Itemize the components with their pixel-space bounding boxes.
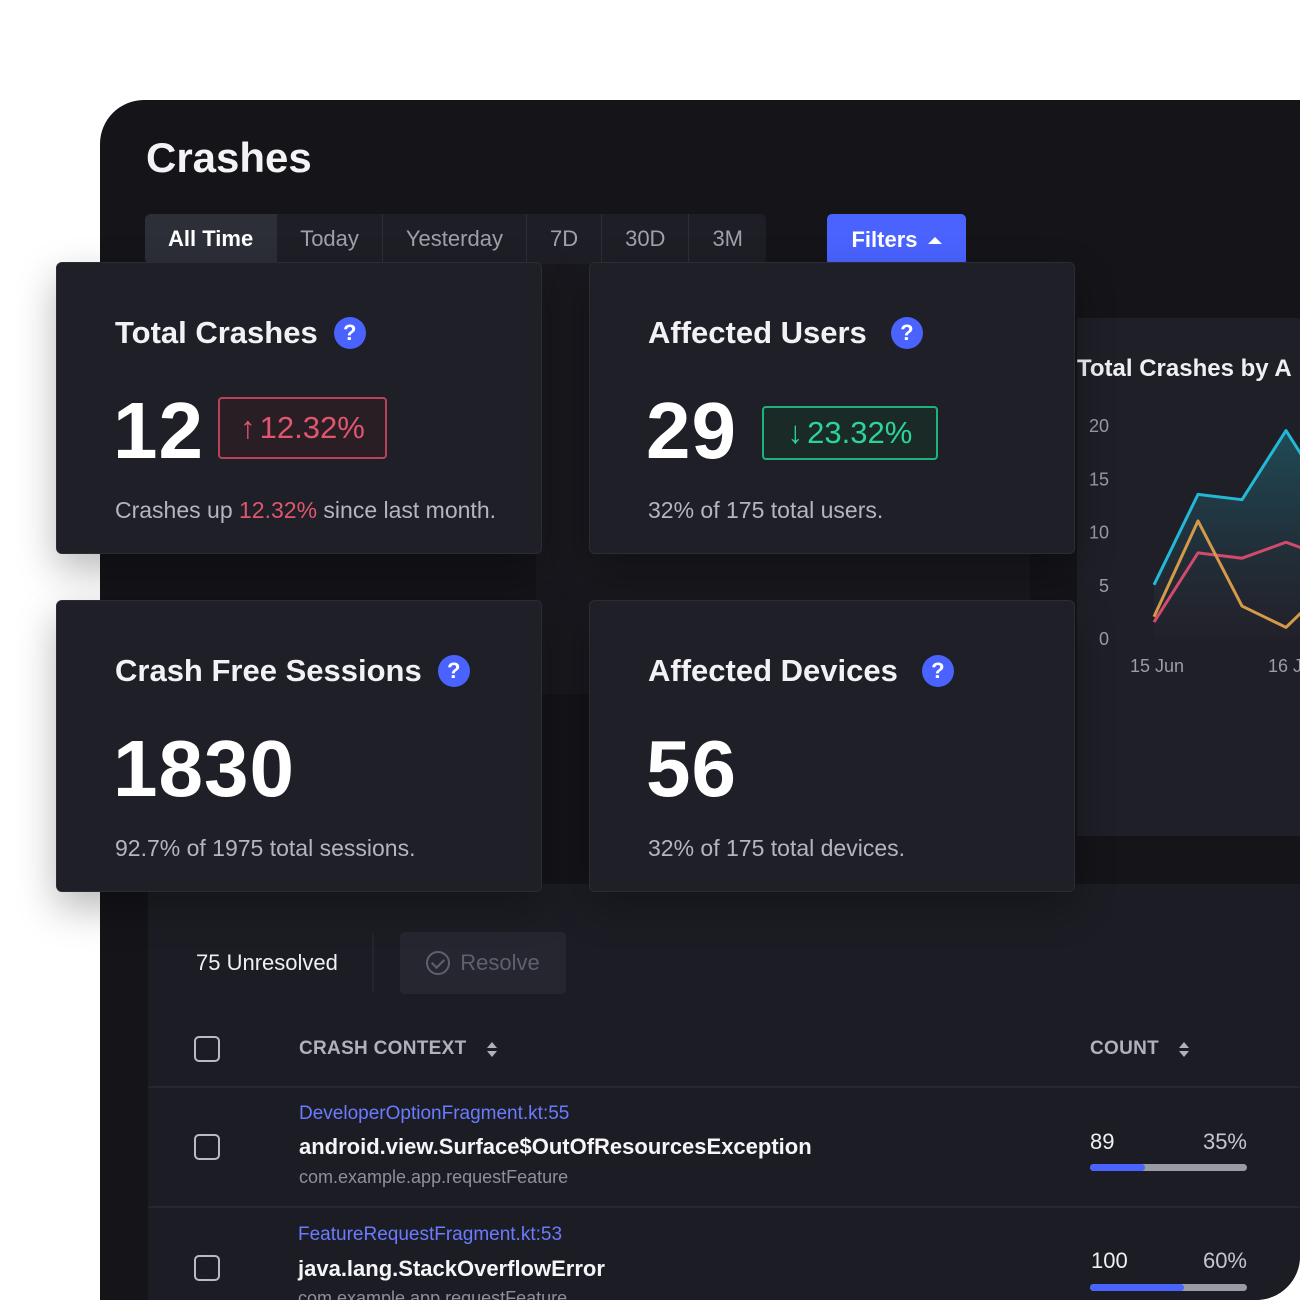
series-area bbox=[1154, 430, 1300, 638]
subtitle-highlight: 12.32% bbox=[239, 497, 318, 523]
row-package: com.example.app.requestFeature bbox=[298, 1288, 568, 1300]
card-title: Affected Users ? bbox=[648, 315, 923, 351]
card-title-label: Crash Free Sessions bbox=[115, 653, 422, 688]
help-icon[interactable]: ? bbox=[437, 655, 470, 687]
row-checkbox[interactable] bbox=[194, 1134, 220, 1160]
affected-devices-card: Affected Devices ? 56 32% of 175 total d… bbox=[589, 600, 1075, 892]
help-icon[interactable]: ? bbox=[890, 317, 923, 349]
subtitle-suffix: since last month. bbox=[317, 497, 496, 523]
affected-users-card: Affected Users ? 29 ↓ 23.32% 32% of 175 t… bbox=[589, 262, 1075, 554]
change-value: 12.32% bbox=[259, 410, 365, 445]
tab-all-time[interactable]: All Time bbox=[145, 214, 278, 264]
total-crashes-value: 12 bbox=[113, 386, 204, 475]
row-exception[interactable]: android.view.Surface$OutOfResourcesExcep… bbox=[299, 1134, 812, 1159]
card-title-label: Affected Users bbox=[648, 315, 867, 350]
card-title: Affected Devices ? bbox=[648, 653, 954, 689]
tab-30d[interactable]: 30D bbox=[602, 214, 690, 264]
card-subtitle: 32% of 175 total devices. bbox=[648, 835, 905, 861]
y-tick-label: 0 bbox=[1099, 629, 1109, 649]
row-package: com.example.app.requestFeature bbox=[299, 1167, 569, 1187]
change-badge-down: ↓ 23.32% bbox=[762, 406, 938, 460]
card-title-label: Total Crashes bbox=[115, 315, 318, 350]
row-count: 100 bbox=[1091, 1248, 1128, 1273]
row-progress-bar bbox=[1090, 1164, 1247, 1171]
tab-yesterday[interactable]: Yesterday bbox=[383, 214, 527, 264]
affected-users-value: 29 bbox=[646, 386, 737, 475]
chart-title: Total Crashes by A bbox=[1077, 355, 1292, 382]
row-exception[interactable]: java.lang.StackOverflowError bbox=[298, 1256, 605, 1281]
divider bbox=[372, 934, 374, 992]
subtitle-prefix: Crashes up bbox=[115, 497, 240, 523]
y-tick-label: 15 bbox=[1089, 469, 1109, 489]
row-progress-bar bbox=[1090, 1284, 1247, 1291]
series-line-1 bbox=[1152, 429, 1300, 586]
help-icon[interactable]: ? bbox=[333, 317, 366, 349]
card-title: Total Crashes ? bbox=[115, 315, 366, 351]
arrow-up-icon: ↑ bbox=[240, 410, 256, 445]
column-header-crash-context[interactable]: CRASH CONTEXT bbox=[299, 1038, 497, 1060]
row-progress-fill bbox=[1090, 1284, 1185, 1291]
card-title: Crash Free Sessions ? bbox=[115, 653, 470, 689]
unresolved-count: 75 Unresolved bbox=[196, 950, 338, 975]
column-header-label: CRASH CONTEXT bbox=[299, 1038, 467, 1059]
y-tick-label: 20 bbox=[1089, 416, 1109, 436]
column-header-label: COUNT bbox=[1090, 1038, 1160, 1059]
card-subtitle: 32% of 175 total users. bbox=[648, 497, 884, 523]
sort-icon bbox=[1179, 1041, 1190, 1057]
resolve-button[interactable]: Resolve bbox=[400, 932, 566, 994]
caret-up-icon bbox=[927, 236, 942, 244]
time-range-tabs: All Time Today Yesterday 7D 30D 3M bbox=[145, 214, 766, 264]
row-percent: 35% bbox=[1202, 1129, 1247, 1154]
row-divider bbox=[148, 1206, 1300, 1208]
help-icon[interactable]: ? bbox=[921, 655, 954, 687]
row-progress-fill bbox=[1090, 1164, 1145, 1171]
y-tick-label: 5 bbox=[1099, 576, 1109, 596]
series-line-2 bbox=[1152, 540, 1300, 623]
tab-3m[interactable]: 3M bbox=[712, 226, 743, 251]
y-tick-label: 10 bbox=[1089, 523, 1109, 543]
card-subtitle: 92.7% of 1975 total sessions. bbox=[115, 835, 416, 861]
crash-free-sessions-card: Crash Free Sessions ? 1830 92.7% of 1975… bbox=[56, 600, 542, 892]
arrow-down-icon: ↓ bbox=[787, 415, 804, 450]
row-checkbox[interactable] bbox=[194, 1255, 220, 1281]
affected-devices-value: 56 bbox=[646, 724, 737, 813]
column-header-count[interactable]: COUNT bbox=[1090, 1038, 1190, 1060]
x-tick-label: 15 Jun bbox=[1130, 656, 1184, 676]
page-title: Crashes bbox=[146, 134, 312, 181]
tab-today[interactable]: Today bbox=[277, 214, 383, 264]
filters-button[interactable]: Filters bbox=[827, 214, 966, 266]
filters-label: Filters bbox=[851, 227, 918, 252]
crash-free-sessions-value: 1830 bbox=[113, 724, 295, 813]
sort-icon bbox=[486, 1041, 497, 1057]
tab-7d[interactable]: 7D bbox=[527, 214, 603, 264]
row-file-link[interactable]: DeveloperOptionFragment.kt:55 bbox=[299, 1103, 570, 1124]
row-count: 89 bbox=[1090, 1129, 1115, 1154]
resolve-label: Resolve bbox=[460, 950, 540, 975]
card-title-label: Affected Devices bbox=[648, 653, 898, 688]
row-file-link[interactable]: FeatureRequestFragment.kt:53 bbox=[298, 1224, 563, 1245]
card-subtitle: Crashes up 12.32% since last month. bbox=[115, 497, 496, 524]
x-tick-label: 16 J bbox=[1268, 656, 1300, 676]
total-crashes-card: Total Crashes ? 12 ↑ 12.32% Crashes up 12… bbox=[56, 262, 542, 554]
series-line-3 bbox=[1152, 519, 1300, 629]
check-circle-icon bbox=[426, 951, 451, 975]
change-value: 23.32% bbox=[807, 415, 913, 450]
row-divider bbox=[148, 1086, 1300, 1088]
change-badge-up: ↑ 12.32% bbox=[218, 397, 387, 459]
select-all-checkbox[interactable] bbox=[194, 1036, 220, 1062]
crash-list-card: 75 Unresolved Resolve CRASH CONTEXT COUN… bbox=[148, 884, 1300, 1300]
row-percent: 60% bbox=[1202, 1248, 1247, 1273]
